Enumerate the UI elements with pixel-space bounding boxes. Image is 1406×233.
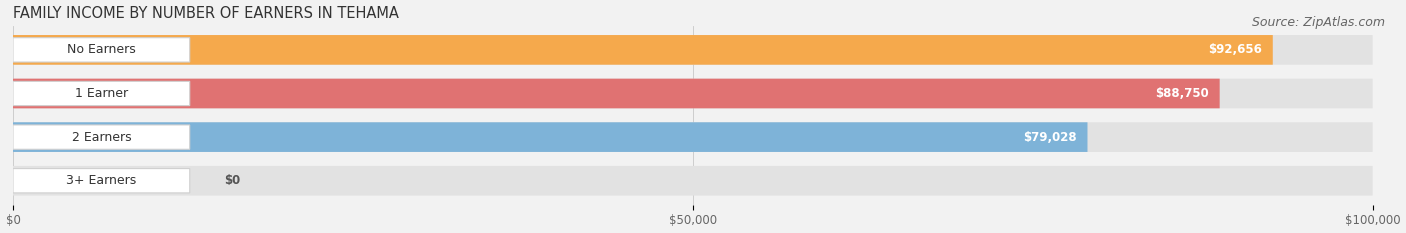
FancyBboxPatch shape xyxy=(13,166,1372,195)
Text: Source: ZipAtlas.com: Source: ZipAtlas.com xyxy=(1251,16,1385,29)
Text: 1 Earner: 1 Earner xyxy=(75,87,128,100)
FancyBboxPatch shape xyxy=(13,122,1087,152)
FancyBboxPatch shape xyxy=(13,35,1372,65)
FancyBboxPatch shape xyxy=(13,79,1219,108)
Text: $0: $0 xyxy=(224,174,240,187)
FancyBboxPatch shape xyxy=(13,35,1272,65)
Text: $88,750: $88,750 xyxy=(1156,87,1209,100)
FancyBboxPatch shape xyxy=(13,168,190,193)
Text: $79,028: $79,028 xyxy=(1024,131,1077,144)
FancyBboxPatch shape xyxy=(13,81,190,106)
Text: FAMILY INCOME BY NUMBER OF EARNERS IN TEHAMA: FAMILY INCOME BY NUMBER OF EARNERS IN TE… xyxy=(13,6,399,21)
FancyBboxPatch shape xyxy=(13,125,190,149)
FancyBboxPatch shape xyxy=(13,122,1372,152)
FancyBboxPatch shape xyxy=(13,79,1372,108)
Text: 3+ Earners: 3+ Earners xyxy=(66,174,136,187)
Text: $92,656: $92,656 xyxy=(1208,43,1263,56)
Text: No Earners: No Earners xyxy=(67,43,136,56)
FancyBboxPatch shape xyxy=(13,38,190,62)
Text: 2 Earners: 2 Earners xyxy=(72,131,131,144)
